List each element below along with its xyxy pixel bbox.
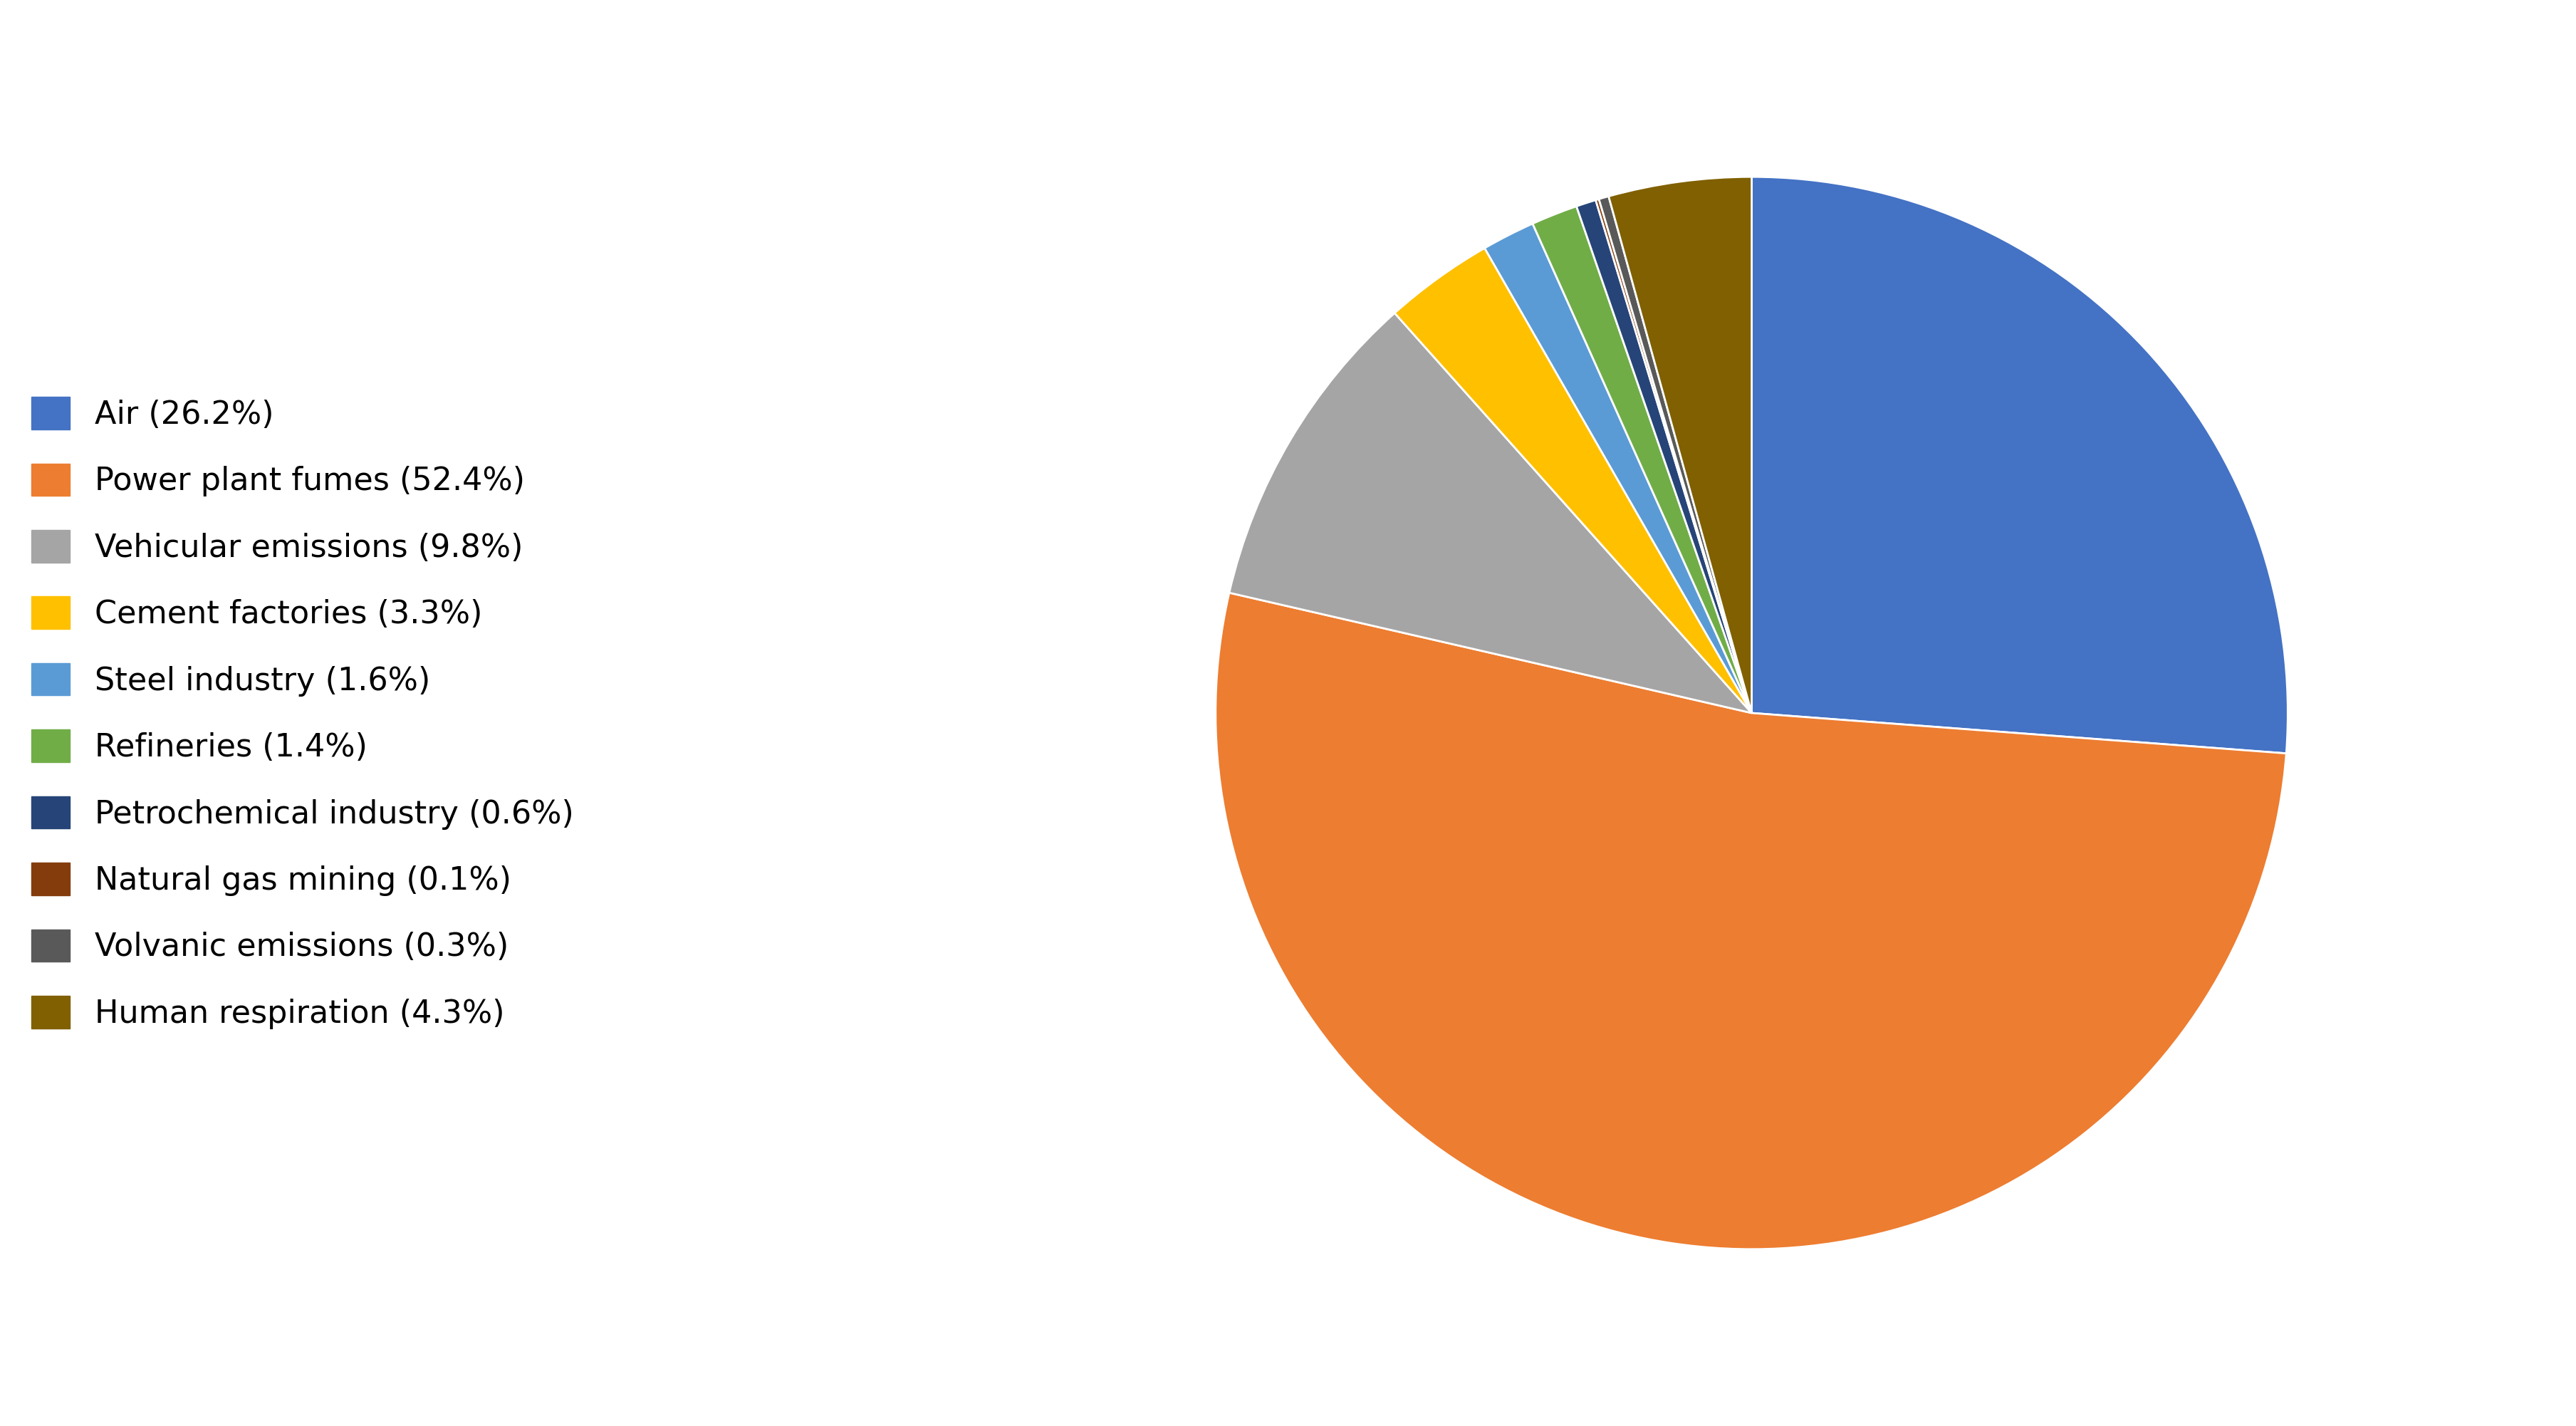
Wedge shape xyxy=(1595,200,1752,713)
Wedge shape xyxy=(1607,177,1752,713)
Wedge shape xyxy=(1752,177,2287,753)
Wedge shape xyxy=(1533,207,1752,713)
Legend: Air (26.2%), Power plant fumes (52.4%), Vehicular emissions (9.8%), Cement facto: Air (26.2%), Power plant fumes (52.4%), … xyxy=(15,381,590,1045)
Wedge shape xyxy=(1484,224,1752,713)
Wedge shape xyxy=(1577,200,1752,713)
Wedge shape xyxy=(1229,314,1752,713)
Wedge shape xyxy=(1394,248,1752,713)
Wedge shape xyxy=(1216,593,2287,1249)
Wedge shape xyxy=(1600,197,1752,713)
